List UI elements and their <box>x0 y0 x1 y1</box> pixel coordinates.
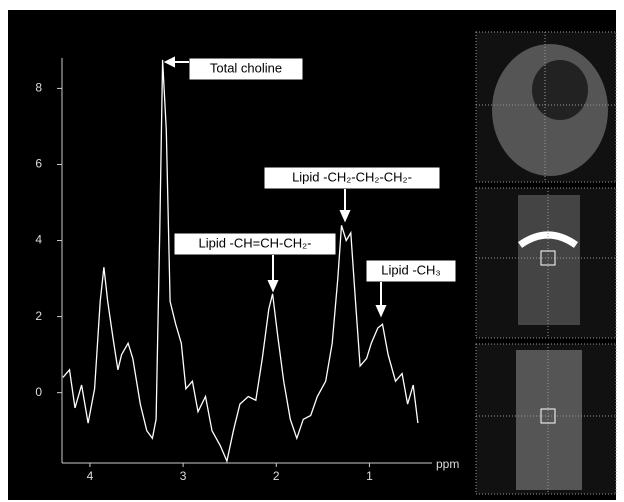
annotation: Total choline <box>210 60 282 75</box>
y-tick-label: 2 <box>35 309 42 323</box>
x-axis-label: ppm <box>436 457 459 471</box>
annotation: Lipid -CH=CH-CH₂- <box>198 235 311 250</box>
y-tick-label: 0 <box>35 385 42 399</box>
annotation: Lipid -CH₃ <box>381 262 440 277</box>
y-tick-label: 4 <box>35 233 42 247</box>
x-tick-label: 2 <box>273 469 280 483</box>
chart: ppm 0 2 4 6 8 4 3 2 1 Total choline Lipid -CH=CH-C… <box>0 0 624 502</box>
page: {"chart_data": {"type": "line", "x_label… <box>0 0 624 502</box>
y-tick-label: 8 <box>35 81 42 95</box>
mri-images <box>476 32 616 494</box>
x-tick-label: 1 <box>366 469 373 483</box>
y-tick-label: 6 <box>35 157 42 171</box>
x-tick-label: 4 <box>87 469 94 483</box>
x-tick-label: 3 <box>180 469 187 483</box>
annotation: Lipid -CH₂-CH₂-CH₂- <box>292 169 412 184</box>
